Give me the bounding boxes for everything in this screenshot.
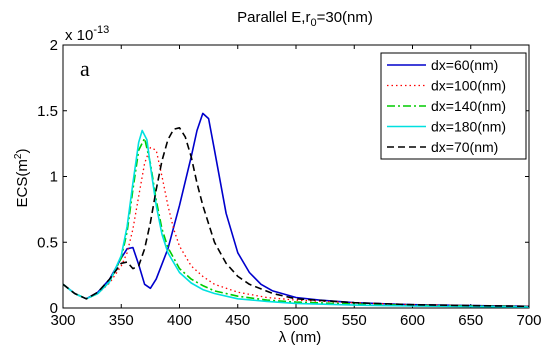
y-tick-label: 0	[50, 300, 58, 317]
y-tick-label: 1	[50, 169, 58, 186]
x-tick-label: 700	[516, 312, 541, 329]
x-tick-label: 350	[109, 312, 134, 329]
y-tick-label: 1.5	[37, 103, 58, 120]
legend: dx=60(nm) dx=100(nm) dx=140(nm) dx=180(nm) d…	[387, 57, 506, 155]
y-tick-label: 2	[50, 37, 58, 54]
x-tick-label: 450	[225, 312, 250, 329]
y-axis-label-tail: )	[14, 149, 31, 154]
x-tick-label: 600	[400, 312, 425, 329]
x-axis-label: λ (nm)	[279, 329, 322, 346]
chart-title: Parallel E,r0=30(nm)	[237, 9, 373, 29]
series-lines	[62, 112, 530, 308]
y-exponent-base: x 10	[65, 27, 93, 44]
x-tick-label: 550	[342, 312, 367, 329]
y-axis-label: ECS(m2)	[13, 149, 31, 208]
legend-entry-3: dx=140(nm)	[431, 98, 506, 114]
legend-entry-2: dx=100(nm)	[431, 78, 506, 94]
series-line-3	[62, 137, 530, 308]
y-exponent-power: -13	[93, 24, 109, 36]
tick-labels: 300 350 400 450 500 550 600 650 700 0 0.5 1 1.5 2	[37, 37, 541, 329]
axis-ticks	[62, 44, 530, 309]
y-axis-label-main: ECS(m	[14, 159, 31, 207]
legend-entry-1: dx=60(nm)	[431, 57, 498, 73]
y-exponent-label: x 10-13	[65, 24, 109, 44]
legend-entry-5: dx=70(nm)	[431, 139, 498, 155]
panel-label: a	[80, 56, 90, 81]
legend-entry-4: dx=180(nm)	[431, 119, 506, 135]
y-axis-label-sup: 2	[13, 153, 24, 159]
title-subscript: 0	[310, 17, 316, 29]
x-tick-label: 650	[458, 312, 483, 329]
x-tick-label: 300	[50, 312, 75, 329]
x-tick-label: 500	[283, 312, 308, 329]
series-line-5	[62, 127, 530, 308]
x-tick-label: 400	[167, 312, 192, 329]
series-line-2	[62, 146, 530, 307]
title-main: Parallel E,r	[237, 9, 310, 26]
y-tick-label: 0.5	[37, 234, 58, 251]
title-tail: =30(nm)	[317, 9, 373, 26]
